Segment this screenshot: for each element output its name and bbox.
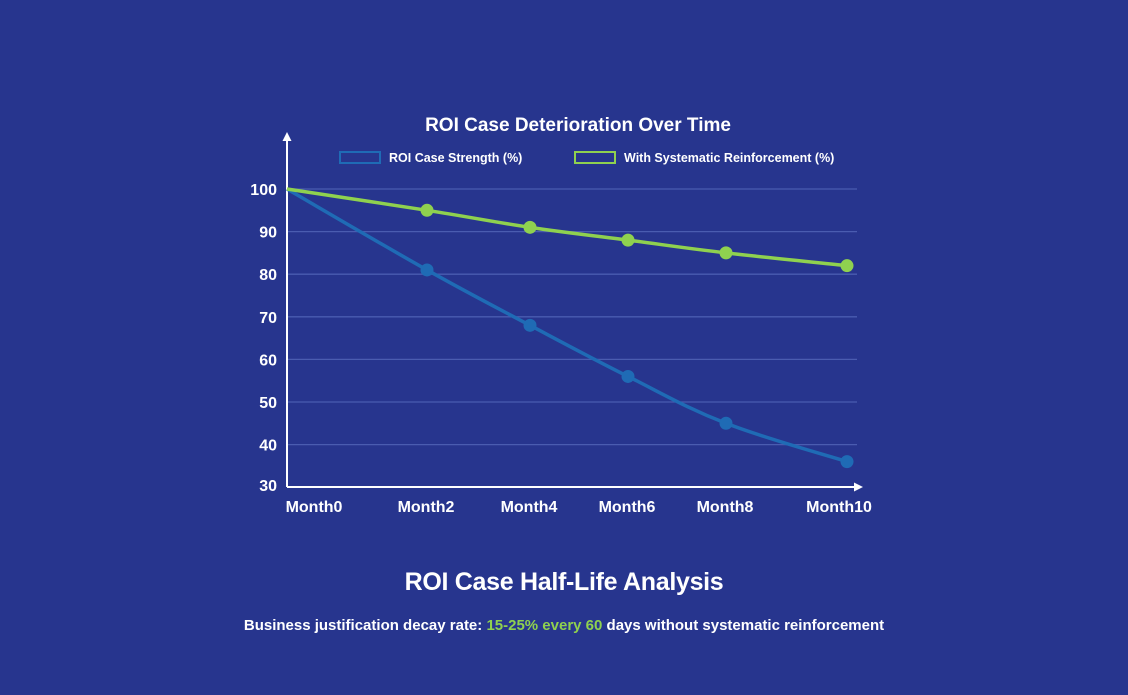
grid-lines [287, 188, 857, 446]
data-point-reinforcement-month4 [523, 220, 537, 234]
y-tick-label-60: 60 [259, 352, 277, 369]
y-tick-label-100: 100 [250, 182, 277, 199]
chart-title: ROI Case Deterioration Over Time [425, 115, 731, 136]
x-tick-label-month2: Month2 [398, 499, 455, 516]
x-axis-ticks: Month0 Month2 Month4 Month6 Month8 Month10 [286, 499, 872, 516]
data-point-strength-month6 [621, 369, 635, 383]
x-axis-arrow [854, 482, 863, 492]
y-tick-label-80: 80 [259, 267, 277, 284]
chart-series [286, 187, 854, 469]
caption-highlight: 15-25% every 60 [486, 617, 603, 634]
roi-line-chart: ROI Case Deterioration Over Time ROI Cas… [250, 115, 872, 516]
series-line-reinforcement [286, 187, 848, 268]
legend-swatch-reinforcement [574, 151, 616, 164]
data-point-strength-month2 [420, 263, 434, 277]
y-tick-label-40: 40 [259, 438, 277, 455]
analysis-title: ROI Case Half-Life Analysis [404, 568, 724, 596]
data-point-strength-month10 [840, 455, 854, 469]
data-point-strength-month4 [523, 318, 537, 332]
series-line-strength [286, 187, 848, 464]
data-point-reinforcement-month2 [420, 203, 434, 217]
legend-label-reinforcement: With Systematic Reinforcement (%) [624, 151, 834, 165]
x-tick-label-month4: Month4 [501, 499, 558, 516]
legend-swatch-strength [339, 151, 381, 164]
y-tick-label-50: 50 [259, 395, 277, 412]
chart-axes [282, 132, 863, 492]
chart-legend: ROI Case Strength (%) With Systematic Re… [339, 151, 834, 165]
x-tick-label-month0: Month0 [286, 499, 343, 516]
analysis-caption: Business justification decay rate: 15-25… [0, 617, 1128, 634]
y-axis-ticks: 100 90 80 70 60 50 40 30 [250, 182, 277, 495]
data-point-reinforcement-month10 [840, 259, 854, 273]
data-point-reinforcement-month6 [621, 233, 635, 247]
data-point-reinforcement-month8 [719, 246, 733, 260]
y-axis-arrow [282, 132, 292, 141]
y-tick-label-30: 30 [259, 478, 277, 495]
data-point-strength-month8 [719, 416, 733, 430]
caption-prefix: Business justification decay rate: [243, 617, 487, 634]
x-tick-label-month6: Month6 [599, 499, 656, 516]
legend-label-strength: ROI Case Strength (%) [389, 151, 522, 165]
y-tick-label-90: 90 [259, 225, 277, 242]
caption-suffix: days without systematic reinforcement [602, 617, 885, 634]
y-tick-label-70: 70 [259, 310, 277, 327]
x-tick-label-month10: Month10 [806, 499, 872, 516]
x-tick-label-month8: Month8 [697, 499, 754, 516]
